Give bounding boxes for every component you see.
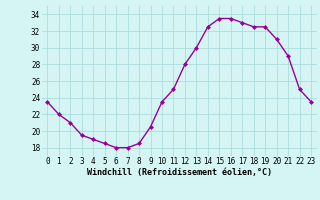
X-axis label: Windchill (Refroidissement éolien,°C): Windchill (Refroidissement éolien,°C) — [87, 168, 272, 177]
